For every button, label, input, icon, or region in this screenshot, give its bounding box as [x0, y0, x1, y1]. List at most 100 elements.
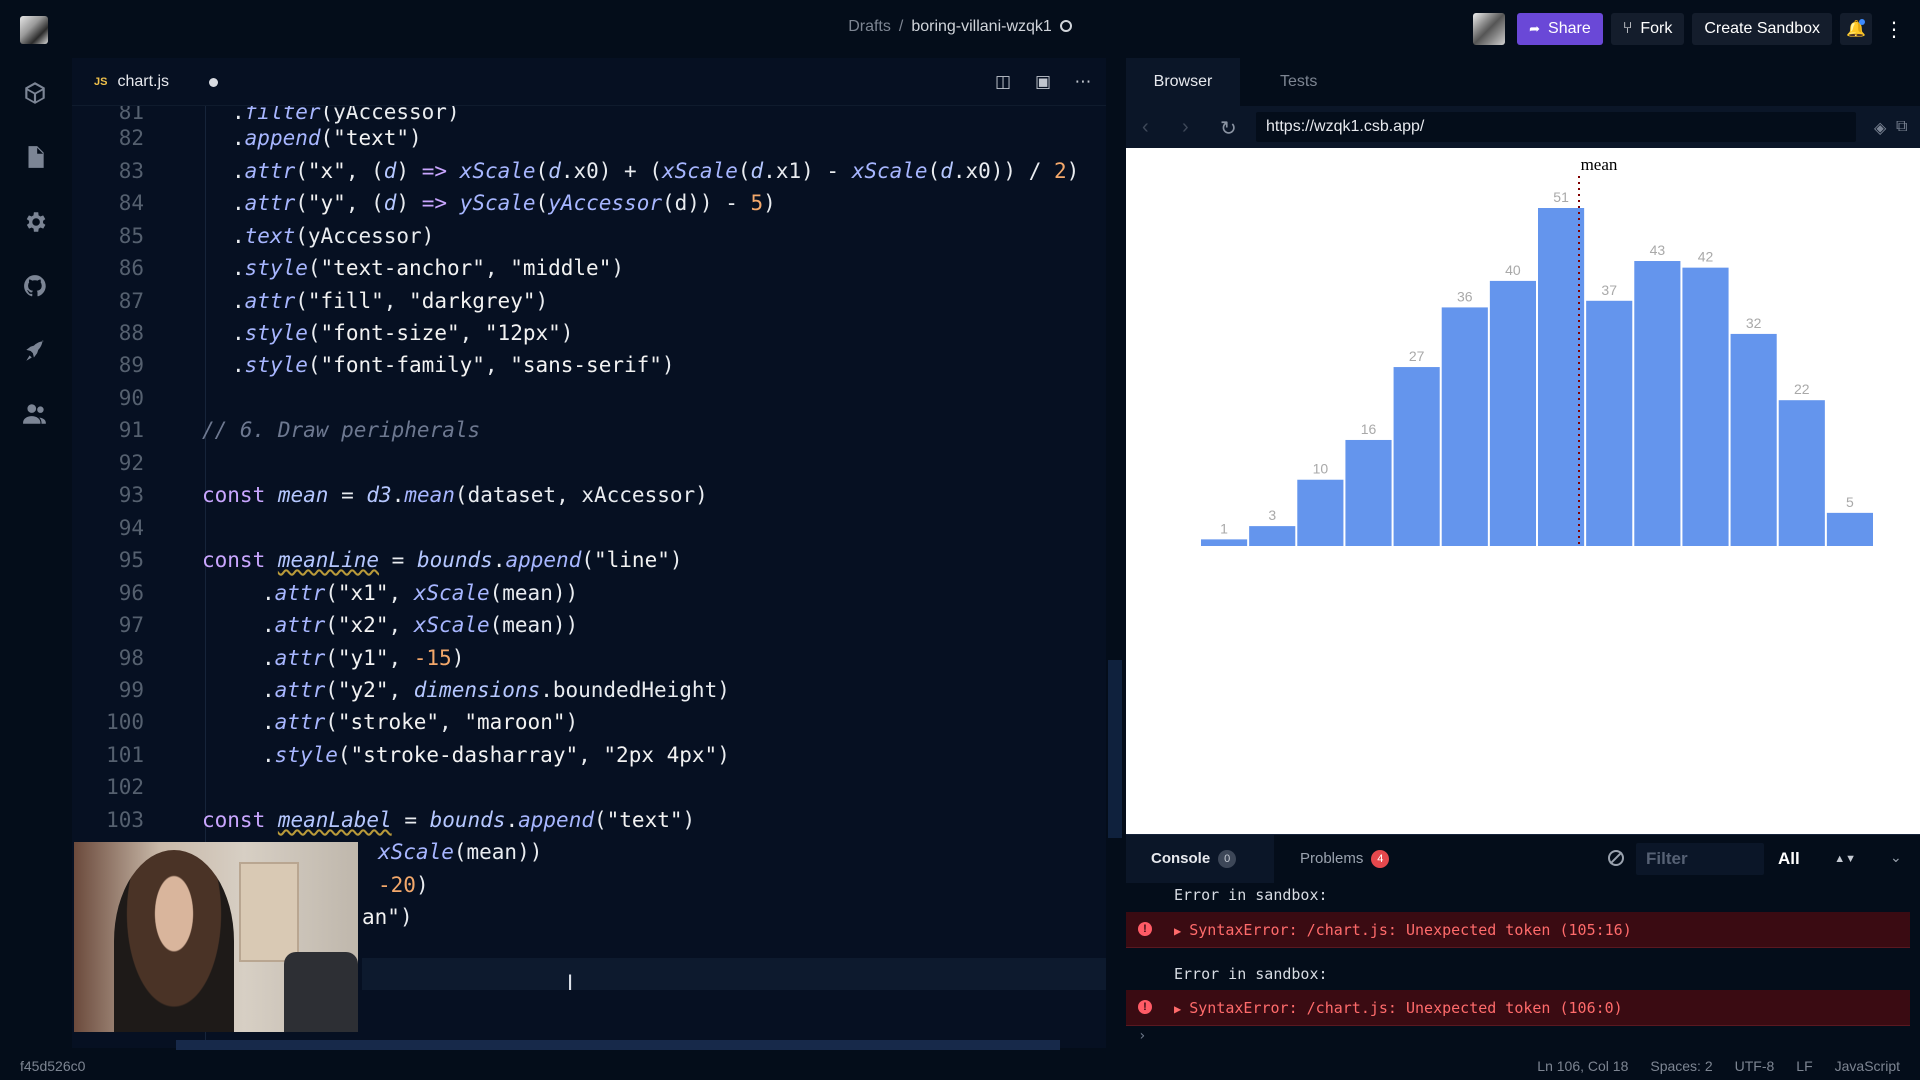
console-error-row[interactable]: ! ▶ SyntaxError: /chart.js: Unexpected to… — [1126, 912, 1910, 948]
console-message: Error in sandbox: — [1174, 965, 1328, 983]
tab-browser[interactable]: Browser — [1126, 58, 1240, 106]
webcam-overlay — [74, 842, 358, 1032]
code-line: 91// 6. Draw peripherals — [118, 418, 481, 442]
fork-button[interactable]: ⑂ Fork — [1610, 13, 1685, 45]
editor-tab-bar: JS chart.js ◫ ▣ ⋯ — [72, 58, 1106, 106]
code-line: 94 — [118, 516, 144, 540]
histogram-bar — [1297, 479, 1344, 546]
bar-value-label: 16 — [1361, 421, 1377, 437]
code-area[interactable]: 81 .filter(yAccessor) 82 .append("text") 8… — [72, 106, 1106, 1046]
log-level-select[interactable]: All ▲▼ — [1774, 843, 1874, 875]
more-vertical-icon: ⋮ — [1884, 18, 1904, 41]
file-icon[interactable] — [22, 144, 48, 170]
browser-navigation: ‹ › ↻ https://wzqk1.csb.app/ ◈ ⧉ — [1126, 106, 1920, 148]
rocket-deploy-icon[interactable] — [22, 338, 48, 364]
bar-value-label: 37 — [1601, 282, 1617, 298]
code-line: 99 .attr("y2", dimensions.boundedHeight) — [118, 678, 730, 702]
gear-icon[interactable] — [22, 209, 48, 235]
clear-console-icon[interactable] — [1608, 850, 1624, 866]
code-line: 88 .style("font-size", "12px") — [118, 321, 574, 345]
preview-icon[interactable]: ▣ — [1034, 72, 1052, 91]
unsaved-dot-icon[interactable] — [209, 77, 219, 87]
notifications-button[interactable]: 🔔 — [1840, 13, 1872, 45]
code-line: 86 .style("text-anchor", "middle") — [118, 256, 625, 280]
forward-arrow-icon[interactable]: › — [1182, 116, 1189, 138]
histogram-bar — [1489, 280, 1536, 546]
bar-value-label: 51 — [1553, 189, 1569, 205]
webcam-chair — [284, 952, 358, 1032]
console-prompt-icon[interactable]: › — [1138, 1028, 1147, 1044]
histogram-bar — [1826, 512, 1873, 546]
code-line: 92 — [118, 451, 144, 475]
share-icon: ➦ — [1529, 21, 1541, 36]
console-count-badge: 0 — [1218, 850, 1237, 868]
code-line: 101 .style("stroke-dasharray", "2px 4px") — [106, 743, 730, 767]
error-text: SyntaxError: /chart.js: Unexpected token… — [1189, 999, 1623, 1017]
tab-tests[interactable]: Tests — [1280, 73, 1318, 90]
breadcrumb-drafts[interactable]: Drafts — [848, 18, 891, 35]
code-line: 95 const meanLine = bounds.append("line") — [118, 548, 683, 572]
codesandbox-avatar[interactable] — [20, 16, 48, 44]
tab-problems[interactable]: Problems 4 — [1300, 835, 1390, 883]
histogram-bar — [1730, 333, 1777, 546]
code-line: 87 .attr("fill", "darkgrey") — [118, 289, 549, 313]
language-mode[interactable]: JavaScript — [1834, 1058, 1900, 1074]
code-line: 102 — [106, 775, 144, 799]
devtools-icon[interactable]: ◈ — [1874, 120, 1887, 137]
mean-label: mean — [1581, 155, 1618, 174]
reload-icon[interactable]: ↻ — [1220, 118, 1237, 140]
histogram-bar — [1682, 267, 1729, 546]
github-icon[interactable] — [22, 273, 48, 299]
fork-icon: ⑂ — [1622, 20, 1633, 37]
vertical-scrollbar[interactable] — [1108, 660, 1122, 838]
line-ending[interactable]: LF — [1796, 1058, 1813, 1074]
create-sandbox-button[interactable]: Create Sandbox — [1692, 13, 1832, 45]
create-sandbox-label: Create Sandbox — [1704, 20, 1820, 37]
more-horizontal-icon[interactable]: ⋯ — [1074, 72, 1092, 91]
more-menu-button[interactable]: ⋮ — [1880, 13, 1908, 45]
error-icon: ! — [1138, 922, 1152, 936]
sandbox-name[interactable]: boring-villani-wzqk1 — [911, 18, 1052, 35]
console-error-row[interactable]: ! ▶ SyntaxError: /chart.js: Unexpected to… — [1126, 990, 1910, 1026]
split-editor-icon[interactable]: ◫ — [994, 72, 1012, 91]
browser-preview: 1 3 10 16 27 36 40 51 37 43 42 32 22 5 mean — [1126, 148, 1920, 834]
sandbox-cube-icon[interactable] — [22, 80, 48, 106]
error-icon: ! — [1138, 1000, 1152, 1014]
indentation-setting[interactable]: Spaces: 2 — [1650, 1058, 1713, 1074]
activity-bar — [0, 58, 70, 1048]
top-bar: Drafts / boring-villani-wzqk1 ➦ Share ⑂ Fork… — [0, 0, 1920, 58]
url-input[interactable]: https://wzqk1.csb.app/ — [1256, 112, 1856, 142]
back-arrow-icon[interactable]: ‹ — [1142, 116, 1149, 138]
users-icon[interactable] — [22, 401, 48, 427]
bell-icon: 🔔 — [1846, 21, 1866, 38]
encoding[interactable]: UTF-8 — [1734, 1058, 1775, 1074]
code-line: 96 .attr("x1", xScale(mean)) — [118, 581, 579, 605]
code-line: 85 .text(yAccessor) — [118, 224, 435, 248]
tab-console[interactable]: Console 0 — [1126, 835, 1274, 883]
cursor-position[interactable]: Ln 106, Col 18 — [1537, 1058, 1629, 1074]
user-avatar[interactable] — [1473, 13, 1506, 45]
code-line: 89 .style("font-family", "sans-serif") — [118, 353, 675, 377]
bar-value-label: 27 — [1409, 348, 1425, 364]
code-line: 93 const mean = d3.mean(dataset, xAccesso… — [118, 483, 708, 507]
status-bar: f45d526c0 Ln 106, Col 18 Spaces: 2 UTF-8… — [0, 1050, 1920, 1080]
tab-chart-js[interactable]: JS chart.js — [72, 58, 240, 106]
histogram-bar — [1249, 526, 1296, 546]
bar-value-label: 42 — [1698, 249, 1714, 265]
horizontal-scrollbar[interactable] — [176, 1040, 1060, 1050]
expand-triangle-icon[interactable]: ▶ — [1174, 924, 1182, 938]
code-line: 82 .append("text") — [118, 126, 422, 150]
preview-panel: Browser Tests ‹ › ↻ https://wzqk1.csb.ap… — [1126, 58, 1920, 1048]
share-button[interactable]: ➦ Share — [1517, 13, 1603, 45]
open-new-window-icon[interactable]: ⧉ — [1896, 118, 1908, 135]
code-line: an") — [362, 905, 413, 929]
webcam-person — [114, 850, 234, 1032]
filter-input[interactable]: Filter — [1636, 843, 1764, 875]
chevron-down-icon[interactable]: ⌄ — [1890, 849, 1902, 865]
bar-value-label: 22 — [1794, 381, 1810, 397]
expand-triangle-icon[interactable]: ▶ — [1174, 1002, 1182, 1016]
problems-count-badge: 4 — [1371, 850, 1390, 868]
code-line: 98 .attr("y1", -15) — [118, 646, 465, 670]
commit-hash: f45d526c0 — [20, 1058, 86, 1074]
code-line: 84 .attr("y", (d) => yScale(yAccessor(d))… — [118, 191, 776, 215]
